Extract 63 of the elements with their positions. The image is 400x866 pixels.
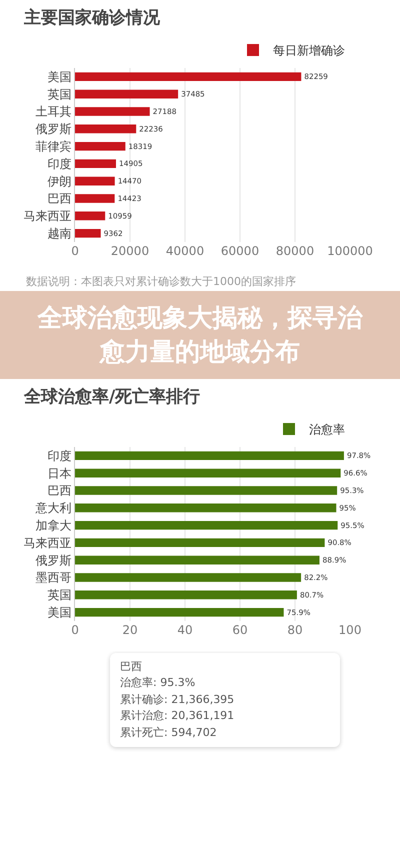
y-tick-label: 美国 (48, 605, 72, 619)
bar (75, 159, 116, 168)
legend-label: 治愈率 (309, 422, 345, 436)
bar (75, 555, 320, 564)
bar (75, 107, 150, 116)
x-tick-label: 100000 (327, 244, 373, 258)
y-tick-label: 印度 (48, 156, 72, 171)
y-tick-label: 英国 (48, 87, 72, 102)
y-tick-label: 土耳其 (36, 104, 72, 119)
y-tick-label: 俄罗斯 (36, 122, 72, 136)
chart-title: 全球治愈率/死亡率排行 (23, 386, 200, 406)
bar (75, 590, 297, 599)
y-tick-label: 马来西亚 (24, 209, 72, 224)
x-tick-label: 80 (287, 622, 303, 636)
y-tick-label: 巴西 (48, 192, 72, 206)
y-tick-label: 墨西哥 (36, 570, 72, 584)
x-tick-label: 40000 (166, 244, 204, 258)
bar (75, 72, 302, 82)
x-tick-label: 20 (122, 622, 138, 636)
y-tick-label: 美国 (48, 70, 72, 84)
bar (75, 450, 344, 460)
y-tick-label: 巴西 (48, 483, 72, 498)
chart-title: 主要国家确诊情况 (23, 8, 161, 28)
y-tick-label: 伊朗 (48, 174, 72, 188)
y-tick-label: 印度 (48, 448, 72, 462)
bar (75, 142, 126, 151)
y-tick-label: 加拿大 (36, 518, 72, 532)
bar (75, 176, 115, 186)
bar (75, 468, 341, 477)
y-tick-label: 英国 (48, 588, 72, 602)
y-tick-label: 菲律宾 (36, 140, 72, 154)
bar (75, 124, 136, 134)
bar (75, 228, 101, 238)
bar (75, 503, 336, 512)
y-tick-label: 意大利 (34, 500, 72, 515)
x-tick-label: 60 (232, 622, 248, 636)
text: 巴西 (120, 658, 143, 674)
x-tick-label: 80000 (276, 244, 314, 258)
bar (75, 572, 302, 582)
bar (75, 212, 106, 220)
text: 累计确诊: 21,366,395 (120, 692, 236, 708)
x-tick-label: 60000 (220, 244, 260, 258)
text: 累计死亡: 594,702 (120, 724, 218, 740)
x-tick-label: 100 (338, 622, 362, 636)
x-tick-label: 20000 (110, 244, 150, 258)
bar (75, 486, 338, 494)
text: 治愈率: 95.3% (120, 675, 196, 691)
text: 全球治愈现象大揭秘，探寻治愈力量的地域分布 (0, 291, 400, 378)
legend-label: 每日新增确诊 (273, 44, 345, 58)
y-tick-label: 越南 (48, 226, 72, 240)
text: 累计治愈: 20,361,191 (120, 708, 236, 724)
bar (75, 538, 325, 547)
text: 数据说明：本图表只对累计确诊数大于1000的国家排序 (25, 274, 297, 289)
x-tick-label: 0 (71, 244, 79, 258)
bar (75, 90, 178, 98)
bar (75, 607, 284, 616)
y-tick-label: 日本 (48, 466, 72, 480)
x-tick-label: 40 (177, 622, 193, 636)
x-tick-label: 0 (71, 622, 79, 636)
y-tick-label: 俄罗斯 (36, 552, 72, 567)
bar (75, 520, 338, 530)
y-tick-label: 马来西亚 (24, 535, 72, 550)
bar (75, 194, 115, 203)
